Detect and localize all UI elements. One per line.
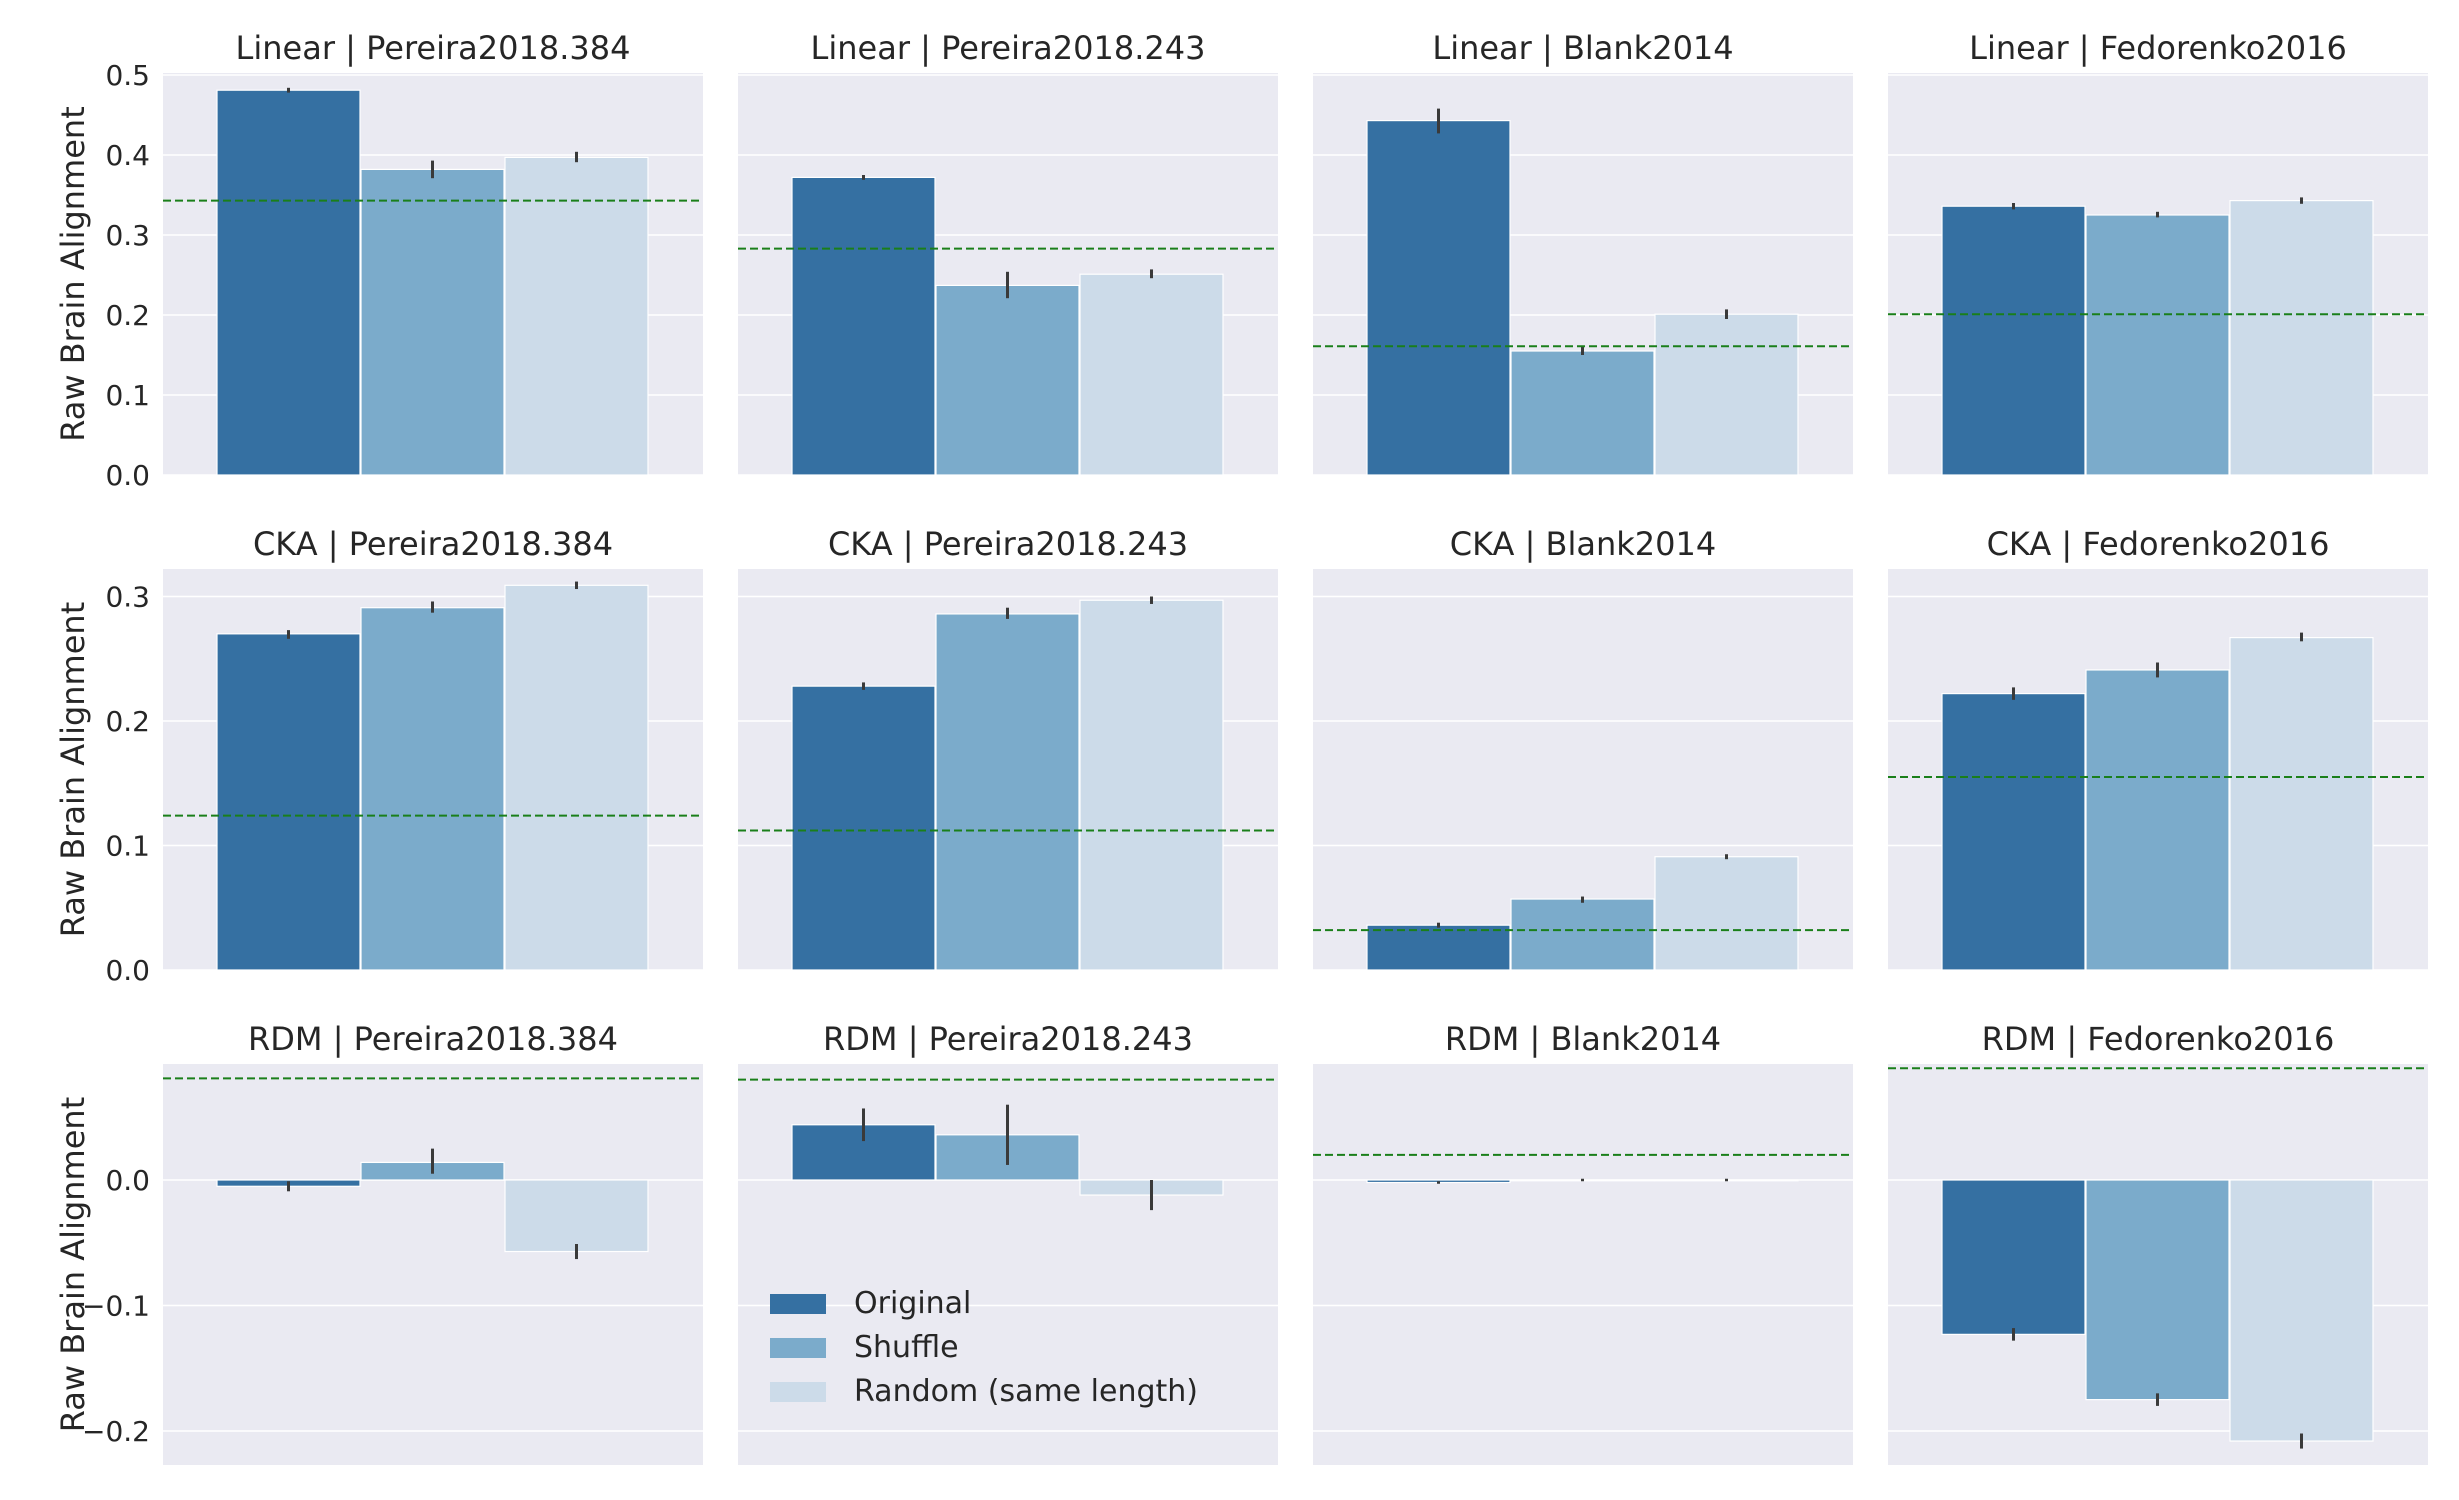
legend-swatch-shuffle [770, 1338, 826, 1358]
panel-title: CKA | Fedorenko2016 [1987, 525, 2330, 563]
bar-shuffle [2085, 669, 2230, 971]
bar-random [2229, 200, 2374, 476]
panels: 0.0 0.1 0.2 0.3 0.4 0.5 Linear | Pereira2018.3… [82, 29, 2428, 1465]
bar-original [216, 633, 361, 971]
bar-original [1366, 924, 1511, 971]
bar-shuffle [935, 284, 1080, 476]
bar-shuffle [360, 168, 505, 476]
bar-random [2229, 636, 2374, 971]
panel-title: CKA | Blank2014 [1450, 525, 1716, 563]
y-tick-label: 0.2 [105, 299, 150, 332]
bar-original [791, 176, 936, 476]
panel-title: RDM | Fedorenko2016 [1982, 1020, 2335, 1058]
y-tick-label: −0.1 [82, 1290, 150, 1323]
legend-label-random: Random (same length) [854, 1374, 1198, 1409]
y-tick-label: 0.0 [105, 1164, 150, 1197]
bar-original [1941, 205, 2086, 476]
y-tick-label: −0.2 [82, 1415, 150, 1448]
panel-2-2: RDM | Blank2014 [1313, 1020, 1853, 1465]
panel-1-0: 0.0 0.1 0.2 0.3 CKA | Pereira2018.384 [105, 525, 703, 987]
panel-0-0: 0.0 0.1 0.2 0.3 0.4 0.5 Linear | Pereira2018.3… [105, 29, 703, 492]
y-axis-label: Raw Brain Alignment [54, 106, 92, 442]
panel-title: RDM | Blank2014 [1445, 1020, 1721, 1058]
y-tick-label: 0.4 [105, 139, 150, 172]
y-tick-label: 0.0 [105, 459, 150, 492]
panel-background [1313, 1064, 1853, 1465]
bar-shuffle [935, 613, 1080, 971]
bar-random [2229, 1179, 2374, 1442]
y-tick-label: 0.2 [105, 705, 150, 738]
panel-0-2: Linear | Blank2014 [1313, 29, 1853, 476]
bar-shuffle [1510, 350, 1655, 476]
legend-swatch-random [770, 1382, 826, 1402]
panel-title: Linear | Pereira2018.384 [236, 29, 631, 67]
panel-title: RDM | Pereira2018.384 [248, 1020, 618, 1058]
panel-background [163, 1064, 703, 1465]
bar-original [1941, 693, 2086, 971]
legend: Original Shuffle Random (same length) [770, 1286, 1198, 1409]
y-tick-label: 0.1 [105, 830, 150, 863]
panel-title: CKA | Pereira2018.243 [828, 525, 1188, 563]
panel-2-0: −0.2 −0.1 0.0 RDM | Pereira2018.384 [82, 1020, 703, 1465]
bar-random [504, 1179, 649, 1253]
bar-random [504, 156, 649, 476]
panel-title: Linear | Fedorenko2016 [1969, 29, 2347, 67]
bar-random [1079, 599, 1224, 971]
y-axis-label: Raw Brain Alignment [54, 602, 92, 938]
panel-2-1: RDM | Pereira2018.243 [738, 1020, 1278, 1465]
panel-title: Linear | Blank2014 [1432, 29, 1733, 67]
panel-title: Linear | Pereira2018.243 [811, 29, 1206, 67]
bar-random [1654, 313, 1799, 476]
bar-original [216, 89, 361, 476]
legend-label-original: Original [854, 1286, 971, 1321]
bar-random [1079, 273, 1224, 476]
y-tick-label: 0.3 [105, 581, 150, 614]
panel-1-3: CKA | Fedorenko2016 [1888, 525, 2428, 971]
bar-random [504, 584, 649, 971]
bar-shuffle [360, 607, 505, 971]
y-tick-label: 0.5 [105, 59, 150, 92]
panel-2-3: RDM | Fedorenko2016 [1888, 1020, 2428, 1465]
panel-0-1: Linear | Pereira2018.243 [738, 29, 1278, 476]
bar-original [791, 685, 936, 971]
panel-title: CKA | Pereira2018.384 [253, 525, 613, 563]
y-axis-label: Raw Brain Alignment [54, 1097, 92, 1433]
bar-original [1366, 119, 1511, 476]
bar-original [1941, 1179, 2086, 1335]
bar-shuffle [2085, 214, 2230, 476]
bar-shuffle [1510, 898, 1655, 971]
panel-1-1: CKA | Pereira2018.243 [738, 525, 1278, 971]
panel-0-3: Linear | Fedorenko2016 [1888, 29, 2428, 476]
y-axis-labels: Raw Brain Alignment Raw Brain Alignment Ra… [54, 106, 92, 1432]
y-tick-label: 0.0 [105, 954, 150, 987]
panel-title: RDM | Pereira2018.243 [823, 1020, 1193, 1058]
bar-shuffle [2085, 1179, 2230, 1401]
bar-random [1654, 856, 1799, 971]
y-tick-label: 0.3 [105, 219, 150, 252]
legend-label-shuffle: Shuffle [854, 1330, 959, 1365]
y-tick-label: 0.1 [105, 379, 150, 412]
panel-1-2: CKA | Blank2014 [1313, 525, 1853, 971]
legend-swatch-original [770, 1294, 826, 1314]
